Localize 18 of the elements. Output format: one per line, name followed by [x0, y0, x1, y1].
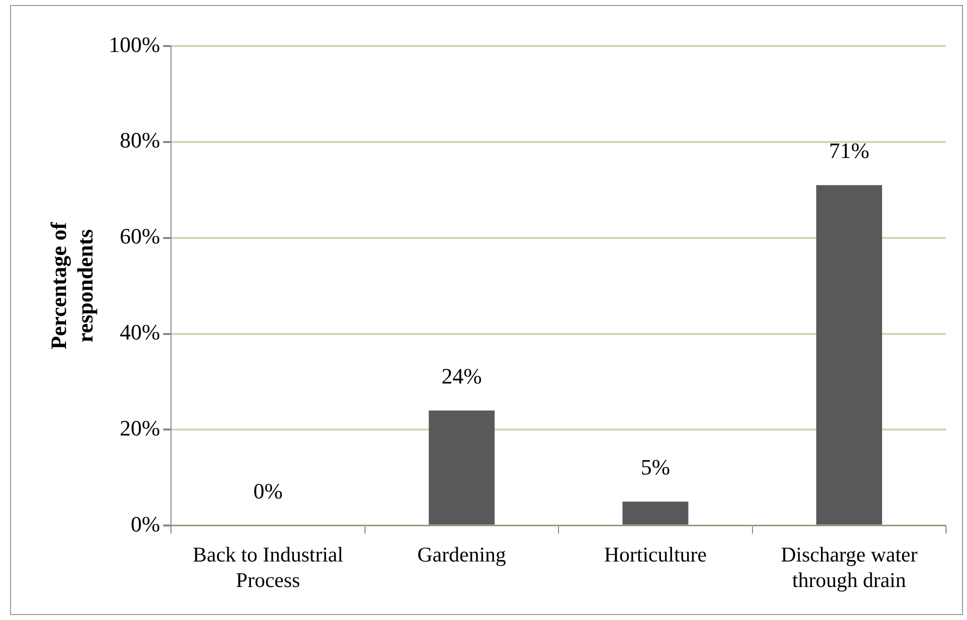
- data-label: 71%: [828, 138, 870, 163]
- y-tick-label: 60%: [120, 224, 160, 249]
- data-label: 0%: [253, 478, 283, 504]
- x-tick-label: Horticulture: [604, 542, 707, 567]
- y-tick-label: 100%: [108, 32, 160, 57]
- data-label: 24%: [442, 363, 482, 388]
- y-tick-label: 0%: [130, 511, 160, 536]
- y-tick-label: 40%: [120, 320, 160, 345]
- data-label: 5%: [640, 454, 670, 480]
- x-tick-label: Discharge water through drain: [780, 542, 918, 592]
- bar: [816, 185, 882, 525]
- bar: [622, 502, 688, 525]
- x-tick-label: Gardening: [417, 542, 507, 567]
- x-tick-label: Back to Industrial Process: [192, 542, 344, 592]
- y-axis-title: Percentage of respondents: [46, 222, 98, 350]
- bar: [428, 410, 495, 525]
- y-tick-label: 80%: [120, 128, 160, 153]
- y-tick-label: 20%: [120, 415, 160, 440]
